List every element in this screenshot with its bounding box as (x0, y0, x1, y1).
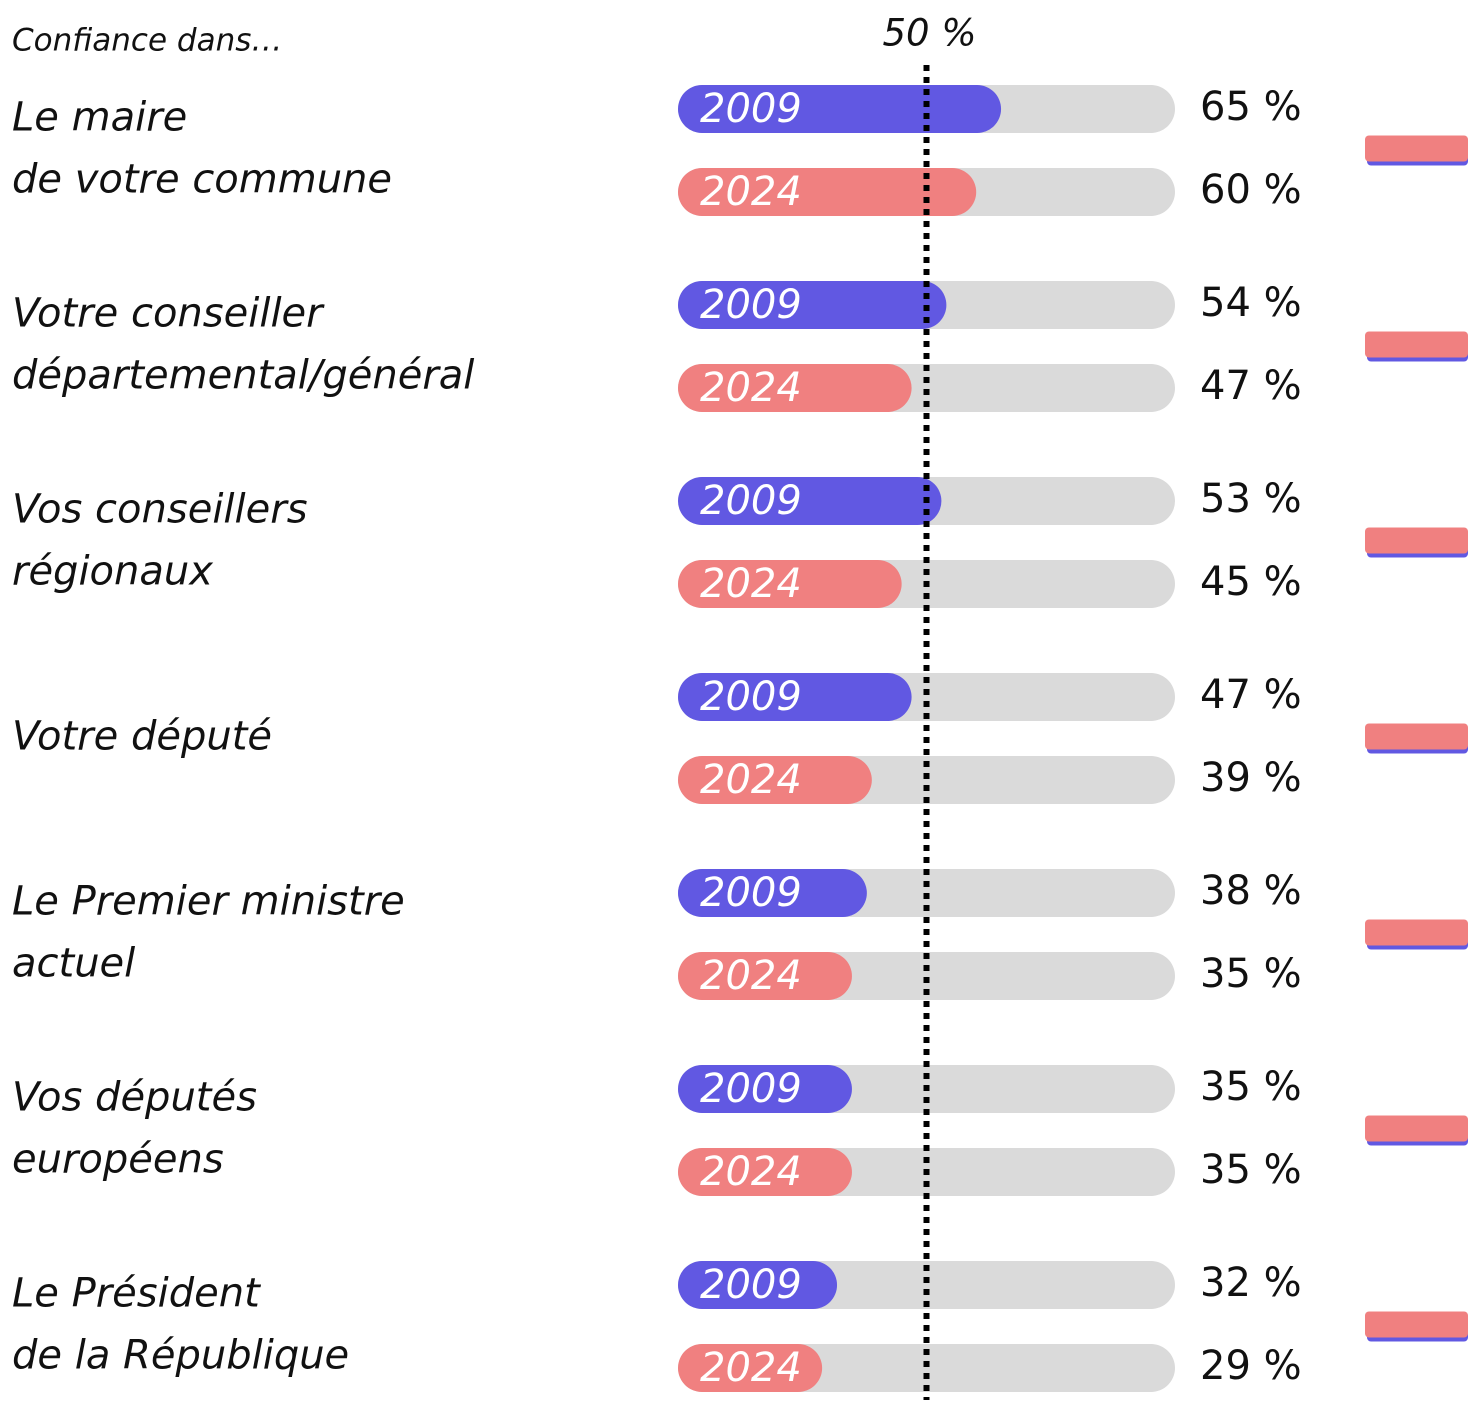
series-label: 2024 (700, 169, 802, 215)
series-label: 2009 (700, 478, 802, 524)
bar (678, 1148, 852, 1196)
bar (678, 281, 947, 329)
category-label: actuel (12, 941, 135, 987)
value-label: 35 % (1200, 951, 1302, 997)
category-label: Le Président (12, 1271, 261, 1317)
bar (678, 364, 912, 412)
reference-label: 50 % (883, 12, 977, 55)
series-label: 2009 (700, 282, 802, 328)
value-label: 35 % (1200, 1147, 1302, 1193)
value-label: 35 % (1200, 1064, 1302, 1110)
series-label: 2009 (700, 674, 802, 720)
category-label: de la République (12, 1333, 349, 1379)
series-label: 2024 (700, 561, 802, 607)
decoration (1365, 1115, 1468, 1142)
series-label: 2009 (700, 870, 802, 916)
value-label: 45 % (1200, 559, 1302, 605)
bar (678, 168, 977, 216)
value-label: 29 % (1200, 1343, 1302, 1389)
bar (678, 756, 872, 804)
category-label: de votre commune (12, 157, 392, 203)
decoration (1365, 723, 1468, 750)
category-label: Le maire (12, 95, 187, 141)
decoration (1365, 1311, 1468, 1338)
bar (678, 673, 912, 721)
series-label: 2009 (700, 86, 802, 132)
value-label: 60 % (1200, 167, 1302, 213)
category-label: Votre conseiller (12, 291, 325, 337)
category-label: Vos conseillers (12, 487, 308, 533)
category-label: Votre député (12, 714, 272, 760)
subtitle: Confiance dans… (12, 23, 282, 59)
category-label: régionaux (12, 549, 213, 595)
decoration (1365, 331, 1468, 358)
decoration (1365, 135, 1468, 162)
bar (678, 869, 867, 917)
series-label: 2009 (700, 1066, 802, 1112)
value-label: 47 % (1200, 363, 1302, 409)
bar (678, 560, 902, 608)
bar (678, 1065, 852, 1113)
value-label: 47 % (1200, 672, 1302, 718)
decoration (1365, 919, 1468, 946)
series-label: 2009 (700, 1262, 802, 1308)
bar (678, 952, 852, 1000)
value-label: 39 % (1200, 755, 1302, 801)
series-label: 2024 (700, 1149, 802, 1195)
value-label: 38 % (1200, 868, 1302, 914)
value-label: 32 % (1200, 1260, 1302, 1306)
series-label: 2024 (700, 953, 802, 999)
bar (678, 1344, 823, 1392)
bar (678, 1261, 838, 1309)
category-label: Vos députés (12, 1075, 257, 1121)
series-label: 2024 (700, 365, 802, 411)
decoration (1365, 527, 1468, 554)
series-label: 2024 (700, 757, 802, 803)
category-label: européens (12, 1137, 224, 1183)
bar (678, 85, 1002, 133)
value-label: 65 % (1200, 84, 1302, 130)
category-label: départemental/général (12, 353, 474, 399)
value-label: 54 % (1200, 280, 1302, 326)
category-label: Le Premier ministre (12, 879, 405, 925)
value-label: 53 % (1200, 476, 1302, 522)
bar (678, 477, 942, 525)
series-label: 2024 (700, 1345, 802, 1391)
